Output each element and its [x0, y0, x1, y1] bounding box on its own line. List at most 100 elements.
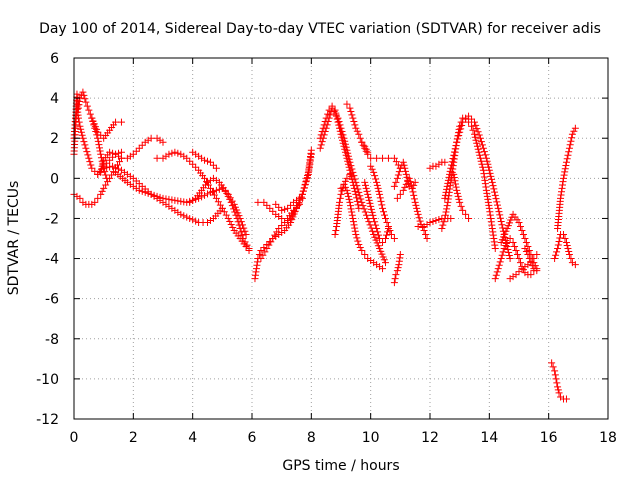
data-point	[183, 213, 191, 221]
data-point	[177, 197, 185, 205]
data-point	[401, 164, 409, 172]
data-point	[352, 178, 360, 186]
data-point	[361, 251, 369, 259]
data-point	[414, 210, 422, 218]
data-point	[91, 124, 99, 132]
data-point	[475, 131, 483, 139]
series-arc-37	[554, 124, 579, 232]
data-point	[363, 187, 371, 195]
data-point	[204, 157, 211, 165]
data-point	[353, 182, 361, 190]
data-point	[320, 131, 328, 139]
data-point	[396, 251, 404, 259]
data-point	[392, 271, 400, 279]
data-point	[400, 161, 408, 169]
data-point	[392, 178, 400, 186]
data-point	[390, 235, 398, 242]
data-point	[115, 165, 122, 173]
x-tick-label: 8	[307, 430, 316, 446]
data-point	[153, 154, 161, 162]
data-point	[356, 192, 364, 200]
series-arc-25	[393, 174, 431, 242]
data-point	[561, 165, 569, 173]
data-point	[506, 235, 514, 242]
y-tick-label: -12	[36, 412, 59, 428]
data-point	[498, 251, 506, 259]
data-point	[567, 137, 575, 145]
data-point	[377, 197, 385, 205]
data-point	[474, 128, 482, 136]
y-tick-label: 2	[50, 131, 59, 147]
data-point	[341, 177, 349, 185]
data-point	[491, 191, 499, 199]
data-point	[473, 139, 481, 147]
series-arc-29	[441, 112, 514, 263]
data-point	[376, 190, 384, 198]
series-arc-36	[551, 230, 579, 269]
data-point	[465, 118, 473, 126]
data-point	[454, 135, 462, 143]
data-point	[488, 178, 496, 186]
data-point	[86, 110, 94, 118]
data-point	[77, 128, 85, 136]
data-point	[555, 238, 563, 246]
data-point	[564, 245, 572, 253]
data-point	[340, 180, 348, 188]
data-point	[338, 128, 346, 136]
data-point	[287, 201, 295, 209]
data-point	[410, 191, 418, 199]
data-point	[106, 148, 114, 156]
data-point	[229, 223, 237, 231]
data-point	[413, 207, 421, 215]
data-point	[95, 141, 103, 149]
data-point	[94, 134, 102, 142]
data-point	[103, 174, 111, 182]
data-point	[432, 216, 440, 224]
data-point	[360, 205, 368, 213]
y-tick-label: 4	[50, 91, 59, 107]
axis-ticks: 0 2 4 6 8 10 12 14 16 18 -12 -10 -8 -6 -4 -2 0 2 4 6	[36, 51, 617, 446]
data-point	[496, 258, 504, 266]
data-point	[568, 130, 576, 138]
data-point	[346, 202, 354, 210]
data-point	[411, 198, 419, 206]
data-point	[174, 197, 182, 205]
data-point	[512, 271, 520, 279]
series-arc-18	[337, 180, 387, 273]
data-point	[165, 150, 173, 158]
data-point	[372, 175, 380, 183]
data-point	[493, 268, 501, 276]
data-point	[379, 204, 387, 212]
data-point	[380, 208, 388, 216]
data-point	[382, 259, 389, 267]
data-point	[168, 196, 176, 204]
data-point	[387, 230, 395, 238]
data-point	[337, 190, 345, 198]
data-point	[226, 195, 234, 203]
data-point	[371, 172, 379, 180]
data-point	[341, 137, 349, 145]
data-point	[482, 154, 490, 162]
data-point	[358, 247, 366, 255]
data-point	[226, 217, 234, 225]
data-point	[88, 164, 96, 172]
data-point	[224, 214, 232, 222]
data-point	[396, 190, 404, 198]
data-point	[81, 141, 89, 149]
data-point	[441, 194, 449, 202]
data-point	[344, 149, 352, 157]
data-point	[321, 128, 329, 136]
data-point	[369, 211, 377, 219]
data-point	[562, 161, 570, 169]
data-point	[358, 198, 366, 206]
data-point	[241, 227, 249, 235]
data-point	[212, 164, 220, 172]
data-point	[227, 220, 235, 228]
data-point	[317, 141, 325, 149]
data-point	[346, 104, 354, 112]
data-point	[450, 151, 458, 159]
data-point	[378, 201, 386, 209]
data-point	[159, 194, 167, 202]
data-point	[340, 134, 348, 142]
data-point	[519, 230, 527, 238]
